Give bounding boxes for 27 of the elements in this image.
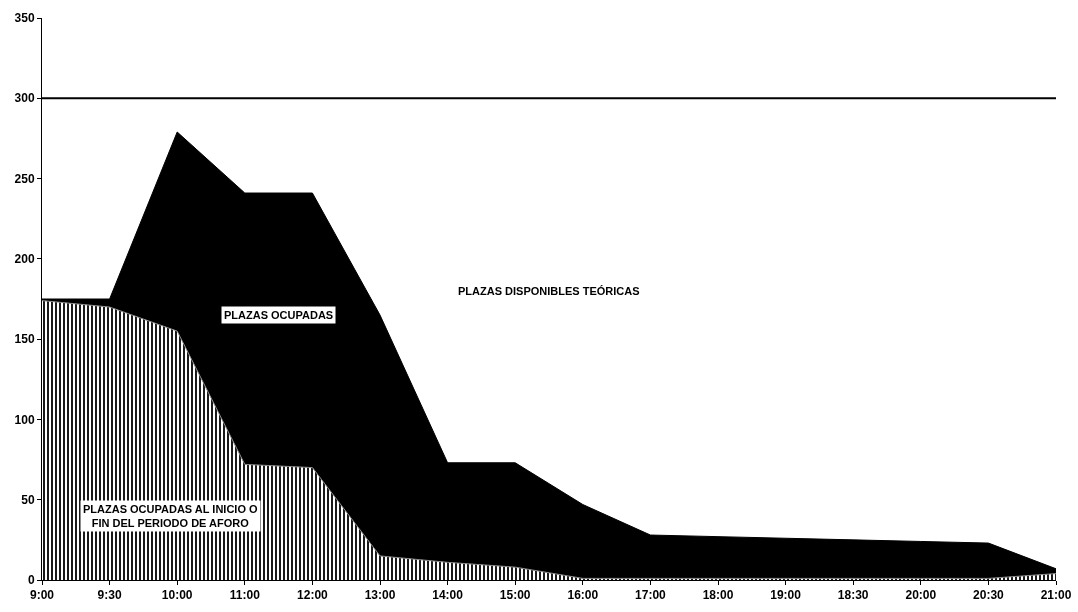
- y-tick-label: 0: [27, 573, 35, 588]
- x-tick-label: 9:00: [29, 588, 55, 603]
- series-label: PLAZAS OCUPADAS AL INICIO O FIN DEL PERIODO DE AFORO: [83, 503, 259, 530]
- y-tick-label: 150: [14, 332, 35, 347]
- x-tick-label: 20:30: [973, 588, 1005, 603]
- x-tick-label: 11:00: [229, 588, 261, 603]
- x-tick-label: 20:00: [905, 588, 937, 603]
- y-tick-label: 100: [14, 412, 35, 427]
- x-tick-label: 17:00: [635, 588, 667, 603]
- x-tick-label: 13:00: [364, 588, 396, 603]
- series-label: PLAZAS OCUPADAS: [224, 309, 334, 321]
- x-tick-label: 15:00: [499, 588, 531, 603]
- x-tick-label: 19:00: [770, 588, 802, 603]
- x-tick-label: 18:00: [702, 588, 734, 603]
- y-tick-label: 50: [21, 492, 35, 507]
- x-tick-label: 12:00: [297, 588, 329, 603]
- y-tick-label: 250: [14, 171, 35, 186]
- series-label: PLAZAS DISPONIBLES TEÓRICAS: [458, 285, 640, 297]
- x-tick-label: 14:00: [432, 588, 464, 603]
- x-tick-label: 10:00: [161, 588, 193, 603]
- y-tick-label: 200: [14, 252, 35, 267]
- y-tick-label: 300: [14, 91, 35, 106]
- x-tick-label: 18:30: [837, 588, 869, 603]
- y-tick-label: 350: [14, 11, 35, 26]
- x-tick-label: 16:00: [567, 588, 599, 603]
- x-tick-label: 21:00: [1040, 588, 1072, 603]
- x-tick-label: 9:30: [97, 588, 122, 603]
